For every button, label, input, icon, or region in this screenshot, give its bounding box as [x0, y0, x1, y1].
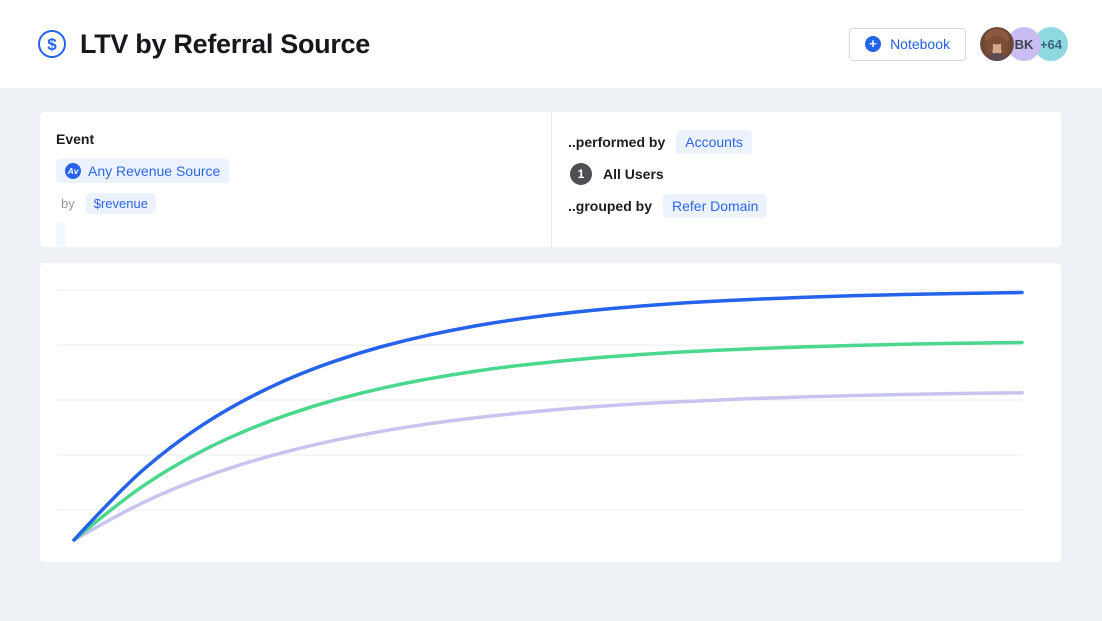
notebook-button-label: Notebook: [890, 36, 950, 52]
portrait-image: [980, 27, 1014, 61]
series-line-referral-source-2[interactable]: [72, 340, 1024, 542]
event-panel: Event Av Any Revenue Source by $revenue: [40, 112, 552, 247]
segment-label: All Users: [603, 166, 664, 182]
grouped-by-label: ..grouped by: [568, 198, 652, 214]
segment-index-badge: 1: [570, 163, 592, 185]
by-property-selector[interactable]: $revenue: [85, 193, 156, 214]
avatar-group[interactable]: BK +64: [980, 27, 1068, 61]
ltv-line-chart[interactable]: [40, 263, 1061, 562]
app-header: $ LTV by Referral Source + Notebook BK +…: [0, 0, 1102, 89]
main-content: Event Av Any Revenue Source by $revenue …: [0, 89, 1102, 562]
notebook-button[interactable]: + Notebook: [849, 27, 966, 61]
performed-by-label: ..performed by: [568, 134, 666, 150]
plus-circle-icon: +: [865, 36, 882, 52]
series-line-referral-source-3[interactable]: [72, 391, 1024, 542]
dollar-circle-icon: $: [38, 30, 66, 58]
user-photo-avatar[interactable]: [980, 27, 1014, 61]
performed-by-selector[interactable]: Accounts: [676, 130, 752, 154]
page-title: LTV by Referral Source: [80, 28, 370, 59]
any-event-icon: Av: [65, 163, 81, 179]
header-actions: + Notebook BK +64: [849, 27, 1068, 61]
event-name: Any Revenue Source: [88, 163, 221, 179]
grouped-by-selector[interactable]: Refer Domain: [663, 194, 768, 218]
series-line-referral-source-1[interactable]: [72, 290, 1024, 542]
add-event-stub[interactable]: [56, 223, 65, 247]
by-label: by: [61, 196, 75, 211]
event-section-label: Event: [56, 131, 95, 147]
segmentation-panel: ..performed by Accounts 1 All Users ..gr…: [552, 112, 1061, 247]
event-selector[interactable]: Av Any Revenue Source: [56, 159, 230, 183]
chart-card: [40, 263, 1061, 562]
query-builder-card: Event Av Any Revenue Source by $revenue …: [40, 112, 1061, 247]
